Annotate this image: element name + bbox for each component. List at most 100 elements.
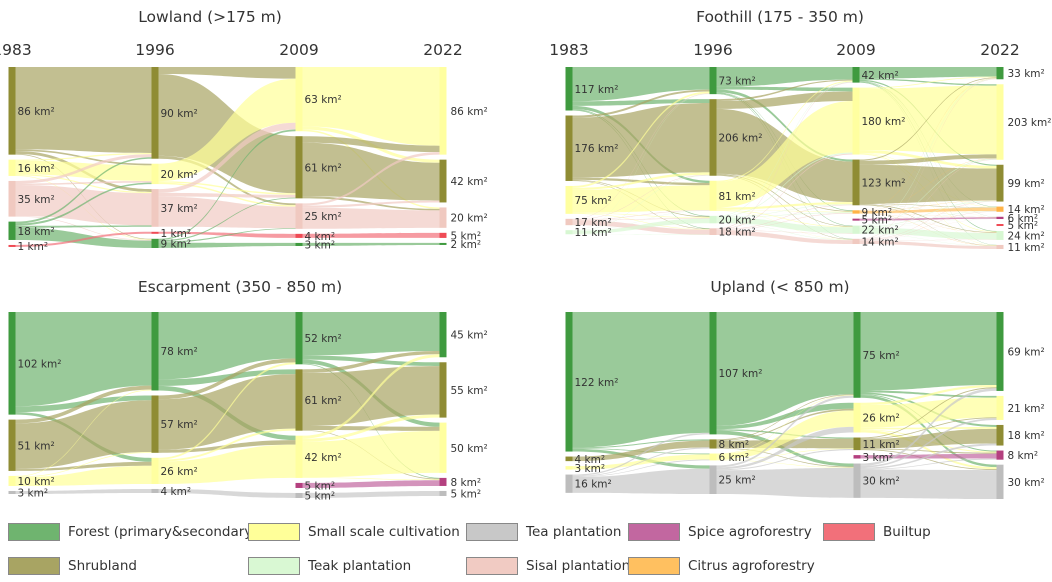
node-label-small-2: 180 km² [862,116,906,128]
flow-teak-to-small [716,152,853,217]
flow-sisal-to-shrub [572,174,710,220]
flow-shrub-to-forest [158,358,296,400]
flow-small-to-shrub [572,172,710,190]
node-label-small-1: 6 km² [719,452,750,464]
flow-sisal-to-forest [716,82,853,229]
flow-small-to-shrub [302,414,440,442]
links [572,312,997,499]
node-forest-2 [853,312,861,398]
node-shrub-2 [852,159,860,206]
node-label-sisal-1: 18 km² [719,227,756,239]
flow-citrus-to-spice [859,213,997,218]
node-label-shrub-0: 176 km² [575,143,619,155]
node-label-spice-3: 8 km² [451,477,482,489]
flow-small-to-forest [572,91,710,188]
legend-citrus-swatch [628,557,680,575]
flow-shrub-to-shrub [302,142,440,201]
legend-sisal-label: Sisal plantation [526,558,631,574]
flow-tea-to-small [860,418,997,468]
flow-teak-to-forest [572,93,710,231]
node-small-1 [709,180,717,211]
node-small-0 [8,475,16,486]
node-forest-2 [295,242,303,246]
flow-sisal-to-teak [716,230,853,234]
node-small-2 [295,435,303,478]
flow-shrub-to-sisal [158,155,296,206]
flow-forest-to-sisal [15,225,152,228]
panel-title: Foothill (175 - 350 m) [696,8,864,26]
flow-small-to-shrub [158,428,296,462]
flow-small-to-teak [716,209,853,228]
node-label-builtup-1: 1 km² [161,228,192,240]
node-label-tea-1: 4 km² [161,486,192,498]
flow-small-to-shrub [15,152,152,161]
flow-small-to-forest [158,362,296,460]
node-shrub-2 [295,136,303,199]
legend-tea: Tea plantation [466,523,621,541]
node-label-forest-0: 102 km² [18,358,62,370]
flow-sisal-to-sisal [859,240,997,250]
flow-shrub-to-forest [15,385,152,424]
flow-forest-to-forest [860,312,997,391]
node-label-citrus-2: 9 km² [862,207,893,219]
node-shrub-3 [439,362,447,418]
node-sisal-2 [295,203,303,229]
flow-builtup-to-builtup [15,231,152,247]
node-label-forest-1: 78 km² [161,346,198,358]
legend-shrubland-label: Shrubland [68,558,137,574]
flow-tea-to-tea [572,468,710,494]
flow-tea-to-shrub [860,443,997,469]
node-small-3 [996,395,1004,420]
flow-forest-to-forest [716,312,854,426]
node-sisal-0 [8,180,16,217]
node-label-forest-2: 52 km² [305,333,342,345]
flow-shrub-to-small [158,67,296,79]
node-shrub-1 [151,395,159,453]
flow-sisal-to-spice [859,218,997,241]
node-small-3 [439,67,447,155]
node-label-tea-2: 5 km² [305,490,336,502]
flow-sisal-to-shrub [302,200,440,208]
flow-small-to-forest [716,80,853,182]
node-label-shrub-0: 4 km² [575,454,606,466]
node-small-0 [565,466,573,470]
flow-small-to-small [15,465,152,486]
node-shrub-0 [565,115,573,181]
legend-small-scale-swatch [248,523,300,541]
node-shrub-0 [8,67,16,155]
flow-tea-to-forest [572,432,710,476]
node-shrub-3 [439,159,447,203]
sankey-svg: Lowland (>175 m) 1983 1996 2009 2022 86 km² 16… [0,0,1051,502]
flow-sisal-to-citrus [716,212,853,231]
legend-small-scale: Small scale cultivation [248,523,460,541]
flow-forest-to-tea [860,394,997,468]
node-label-forest-2: 3 km² [305,239,336,251]
flow-teak-to-shrub [716,204,853,218]
node-label-forest-3: 2 km² [451,239,482,251]
flow-teak-to-forest [859,78,997,227]
links [15,67,440,248]
node-label-small-2: 63 km² [305,94,342,106]
flow-small-to-spice [302,477,440,481]
flow-sisal-to-shrub [859,201,997,240]
node-small-1 [709,453,717,461]
node-label-sisal-0: 35 km² [18,194,55,206]
node-label-forest-2: 75 km² [863,350,900,362]
flow-forest-to-small [158,129,296,241]
legend-tea-label: Tea plantation [526,524,622,540]
flow-teak-to-sisal [716,222,853,241]
flow-forest-to-shrub [158,197,296,242]
panel-1: Foothill (175 - 350 m) 1983 1996 2009 2022 11… [549,8,1051,254]
flow-teak-to-small [859,158,997,227]
node-label-tea-3: 5 km² [451,488,482,500]
node-label-tea-0: 3 km² [18,487,49,499]
flow-forest-to-teak [859,81,997,232]
flow-teak-to-sisal [859,233,997,247]
flow-sisal-to-teak [859,239,997,241]
node-label-shrub-2: 61 km² [305,162,342,174]
legend-shrubland-swatch [8,557,60,575]
flow-small-to-shrub [716,202,853,210]
node-forest-1 [151,238,159,248]
node-label-sisal-1: 37 km² [161,203,198,215]
